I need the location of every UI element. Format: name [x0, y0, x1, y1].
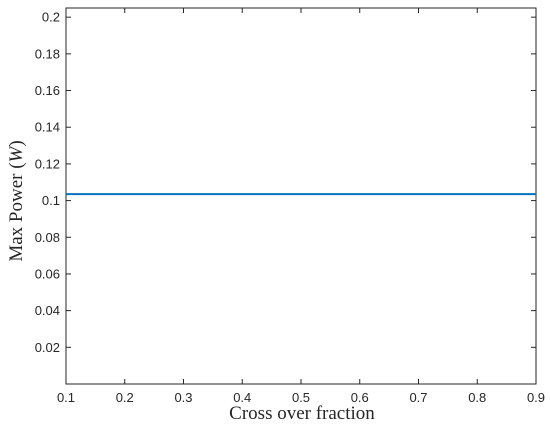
y-axis-title: Max Power (W) [6, 140, 27, 261]
x-tick-label: 0.6 [351, 390, 369, 405]
y-tick-label: 0.14 [35, 120, 60, 135]
x-axis-ticks: 0.1 0.2 0.3 0.4 0.5 0.6 0.7 0.8 0.9 [57, 8, 545, 405]
plot-frame [65, 7, 537, 385]
x-tick-label: 0.7 [409, 390, 427, 405]
y-axis-title-unit: W [6, 144, 27, 162]
y-axis-title-prefix: Max Power ( [6, 162, 27, 261]
x-tick-label: 0.4 [233, 390, 251, 405]
x-axis-title: Cross over fraction [229, 403, 375, 424]
x-tick-label: 0.2 [116, 390, 134, 405]
x-tick-label: 0.1 [57, 390, 75, 405]
y-tick-label: 0.04 [35, 303, 60, 318]
y-tick-label: 0.02 [35, 340, 60, 355]
x-tick-label: 0.9 [527, 390, 545, 405]
x-tick-label: 0.8 [468, 390, 486, 405]
x-tick-label: 0.3 [174, 390, 192, 405]
y-axis-ticks: 0.02 0.04 0.06 0.08 0.1 0.12 0.14 0.16 0.18 0.2 [35, 10, 536, 355]
y-tick-label: 0.1 [42, 193, 60, 208]
y-tick-label: 0.12 [35, 156, 60, 171]
x-tick-label: 0.5 [292, 390, 310, 405]
y-tick-label: 0.16 [35, 83, 60, 98]
y-axis-title-suffix: ) [6, 140, 27, 146]
plot-area [65, 7, 537, 385]
y-tick-label: 0.2 [42, 10, 60, 25]
y-tick-label: 0.06 [35, 266, 60, 281]
y-tick-label: 0.08 [35, 230, 60, 245]
y-tick-label: 0.18 [35, 46, 60, 61]
